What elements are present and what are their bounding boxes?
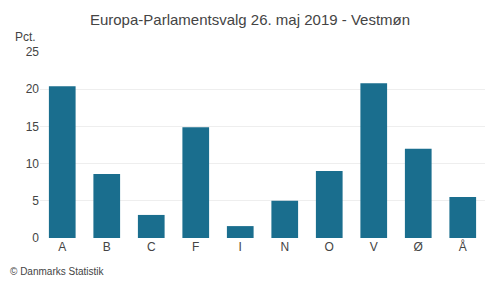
svg-text:B: B [103, 240, 111, 254]
svg-text:Europa-Parlamentsvalg 26. maj: Europa-Parlamentsvalg 26. maj 2019 - Ves… [90, 11, 410, 28]
svg-text:V: V [370, 240, 378, 254]
svg-text:N: N [280, 240, 289, 254]
svg-text:O: O [325, 240, 334, 254]
svg-text:0: 0 [32, 231, 39, 245]
svg-text:10: 10 [26, 157, 40, 171]
svg-text:5: 5 [32, 194, 39, 208]
svg-text:20: 20 [26, 82, 40, 96]
svg-text:© Danmarks Statistik: © Danmarks Statistik [10, 266, 105, 277]
svg-text:Ø: Ø [414, 240, 423, 254]
svg-text:15: 15 [26, 120, 40, 134]
svg-text:A: A [58, 240, 66, 254]
svg-text:I: I [239, 240, 242, 254]
svg-text:F: F [192, 240, 199, 254]
svg-text:C: C [147, 240, 156, 254]
svg-text:Pct.: Pct. [15, 30, 36, 44]
svg-text:25: 25 [26, 45, 40, 59]
svg-text:Å: Å [459, 239, 467, 254]
